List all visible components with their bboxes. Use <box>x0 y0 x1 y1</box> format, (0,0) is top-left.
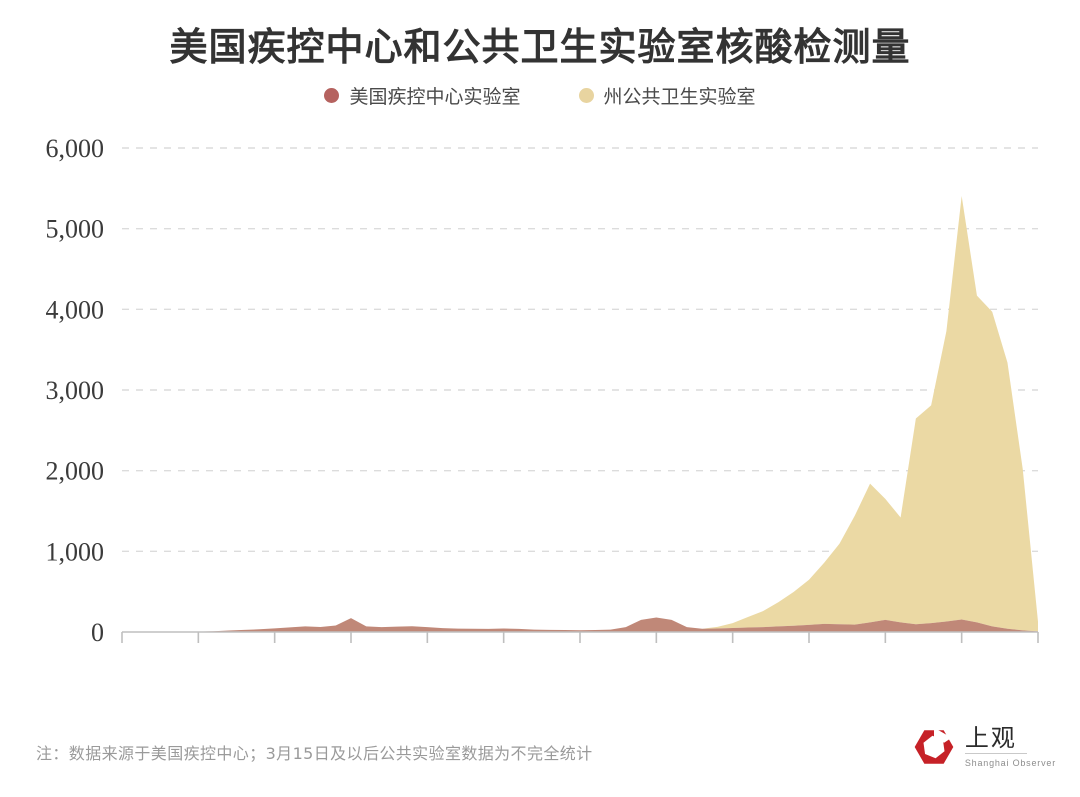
y-axis-tick-label: 6,000 <box>46 134 105 163</box>
logo-name-en: Shanghai Observer <box>964 758 1056 768</box>
brand-logo: 上观 Shanghai Observer <box>913 726 1056 768</box>
logo-name-cn: 上观 <box>964 724 1017 752</box>
y-axis-tick-label: 2,000 <box>46 457 105 486</box>
hexagon-logo-icon <box>914 727 954 764</box>
y-axis-tick-label: 4,000 <box>46 295 105 324</box>
legend-item-state[interactable]: 州公共卫生实验室 <box>578 82 756 109</box>
legend-dot-cdc-icon <box>324 88 340 103</box>
series-area-state-labs <box>122 196 1038 632</box>
legend-dot-state-icon <box>578 88 594 103</box>
y-axis-tick-label: 1,000 <box>46 537 105 566</box>
chart-legend: 美国疾控中心实验室 州公共卫生实验室 <box>0 82 1080 109</box>
chart-footnote: 注：数据来源于美国疾控中心；3月15日及以后公共实验室数据为不完全统计 <box>36 744 593 763</box>
logo-text-block: 上观 Shanghai Observer <box>964 724 1056 768</box>
chart-area: 01,0002,0003,0004,0005,0006,0001/181/231… <box>0 118 1080 648</box>
y-axis-tick-label: 3,000 <box>46 376 105 405</box>
y-axis-tick-label: 5,000 <box>46 215 105 244</box>
page-title: 美国疾控中心和公共卫生实验室核酸检测量 <box>169 25 911 69</box>
logo-divider <box>964 753 1027 754</box>
series-area-cdc-labs <box>122 617 1038 632</box>
y-axis-tick-label: 0 <box>91 618 104 647</box>
legend-label-cdc: 美国疾控中心实验室 <box>349 86 521 108</box>
legend-label-state: 州公共卫生实验室 <box>603 86 756 108</box>
legend-item-cdc[interactable]: 美国疾控中心实验室 <box>324 82 521 109</box>
stacked-area-chart: 01,0002,0003,0004,0005,0006,0001/181/231… <box>46 134 1039 647</box>
